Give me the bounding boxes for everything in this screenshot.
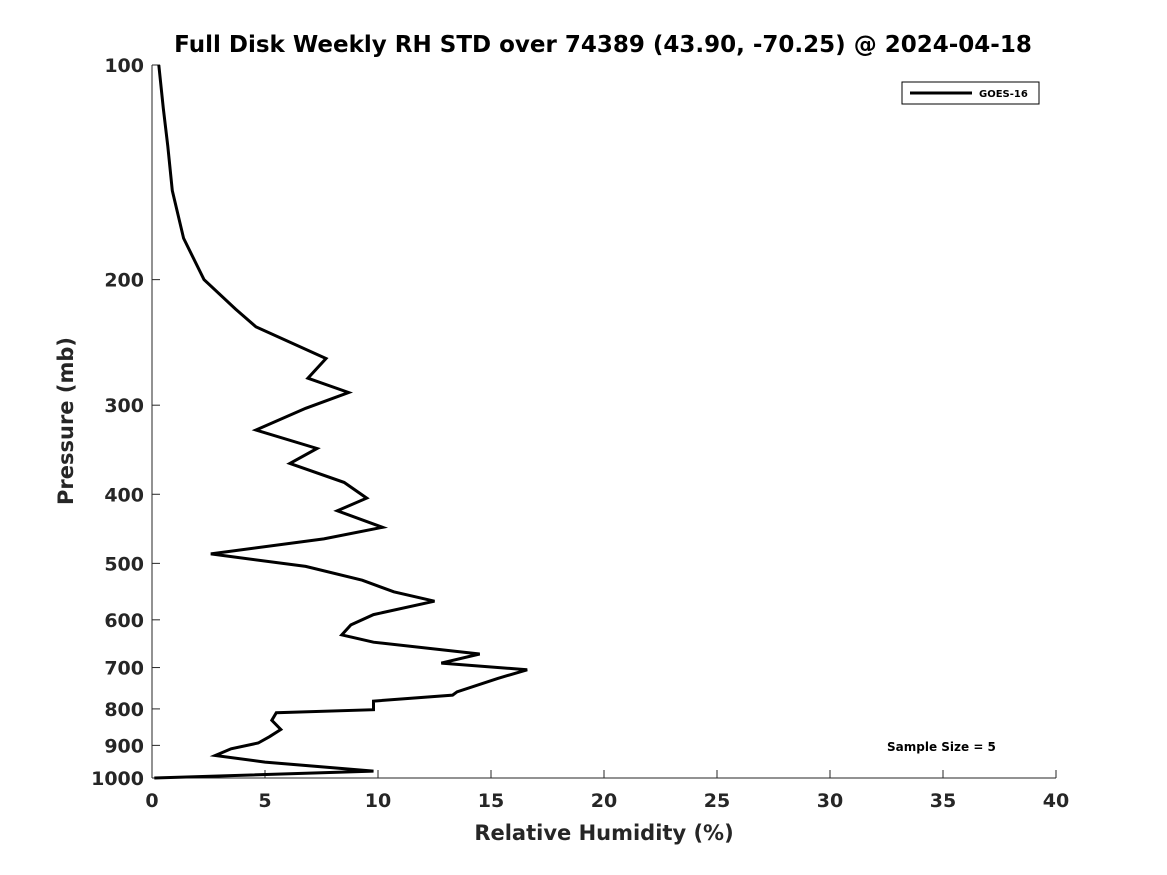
legend-label-goes-16: GOES-16 — [979, 89, 1028, 100]
x-tick-label: 0 — [145, 790, 158, 812]
series-line-goes-16 — [154, 64, 528, 780]
x-tick-label: 35 — [930, 790, 956, 812]
y-axis-label: Pressure (mb) — [54, 337, 78, 505]
x-tick-label: 30 — [817, 790, 843, 812]
y-tick-label: 900 — [104, 735, 144, 757]
sample-size-annotation: Sample Size = 5 — [887, 740, 996, 754]
y-tick-label: 1000 — [91, 768, 144, 790]
legend: GOES-16 — [901, 81, 1040, 105]
y-tick-label: 200 — [104, 270, 144, 292]
x-ticks: 0 5 10 15 20 25 30 35 40 — [145, 770, 1069, 812]
x-axis-label: Relative Humidity (%) — [474, 821, 733, 845]
x-tick-label: 25 — [704, 790, 730, 812]
x-tick-label: 10 — [365, 790, 391, 812]
x-tick-label: 5 — [258, 790, 271, 812]
plot-area — [151, 65, 1056, 779]
y-tick-label: 800 — [104, 699, 144, 721]
y-tick-label: 700 — [104, 658, 144, 680]
y-tick-label: 100 — [104, 55, 144, 77]
x-tick-label: 20 — [591, 790, 617, 812]
y-tick-label: 300 — [104, 395, 144, 417]
y-ticks: 100 200 300 400 500 600 700 800 900 1000 — [91, 55, 160, 790]
x-tick-label: 15 — [478, 790, 504, 812]
y-tick-label: 400 — [104, 484, 144, 506]
y-tick-label: 600 — [104, 610, 144, 632]
chart-title: Full Disk Weekly RH STD over 74389 (43.9… — [174, 32, 1032, 58]
x-tick-label: 40 — [1043, 790, 1069, 812]
y-tick-label: 500 — [104, 553, 144, 575]
